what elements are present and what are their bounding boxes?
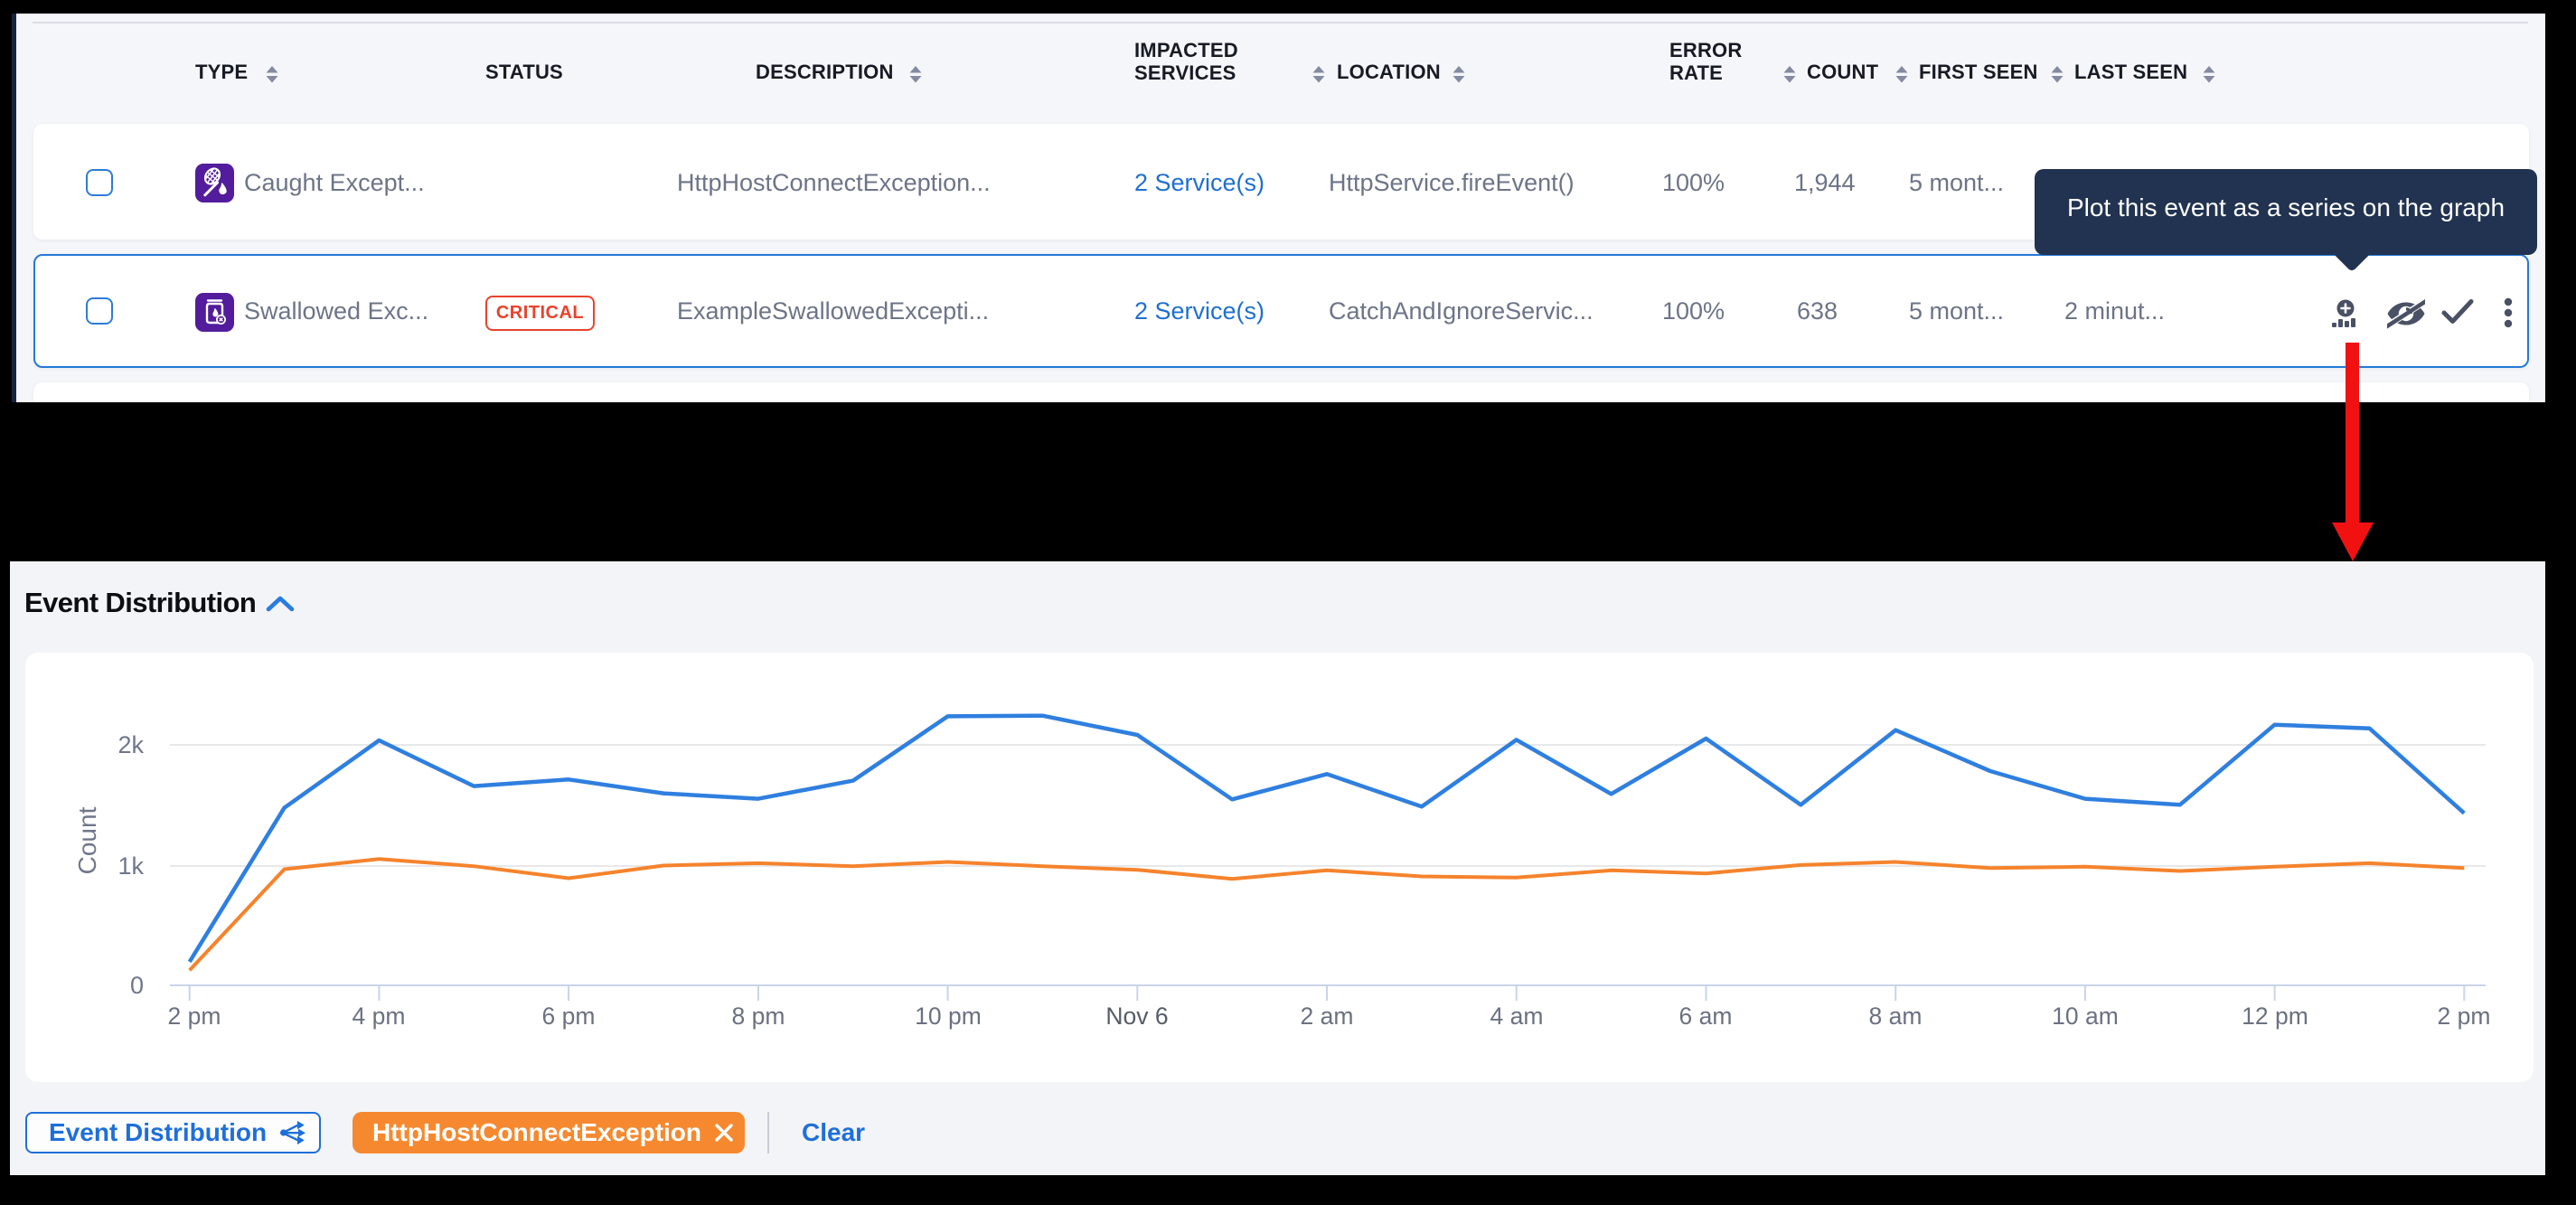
svg-text:4 am: 4 am: [1490, 1003, 1544, 1030]
svg-text:Nov 6: Nov 6: [1105, 1003, 1168, 1030]
svg-text:8 pm: 8 pm: [732, 1003, 785, 1030]
svg-text:2 pm: 2 pm: [2438, 1003, 2491, 1030]
svg-text:0: 0: [130, 972, 144, 999]
svg-text:8 am: 8 am: [1869, 1003, 1923, 1030]
svg-text:Count: Count: [73, 806, 101, 874]
svg-text:12 pm: 12 pm: [2242, 1003, 2308, 1030]
svg-text:1k: 1k: [118, 852, 144, 880]
svg-text:6 am: 6 am: [1679, 1003, 1733, 1030]
svg-text:10 pm: 10 pm: [915, 1003, 982, 1030]
svg-text:2 am: 2 am: [1301, 1003, 1354, 1030]
svg-text:2 pm: 2 pm: [168, 1003, 221, 1030]
svg-text:4 pm: 4 pm: [353, 1003, 406, 1030]
svg-text:10 am: 10 am: [2052, 1003, 2119, 1030]
svg-text:6 pm: 6 pm: [542, 1003, 596, 1030]
svg-text:2k: 2k: [118, 731, 144, 758]
